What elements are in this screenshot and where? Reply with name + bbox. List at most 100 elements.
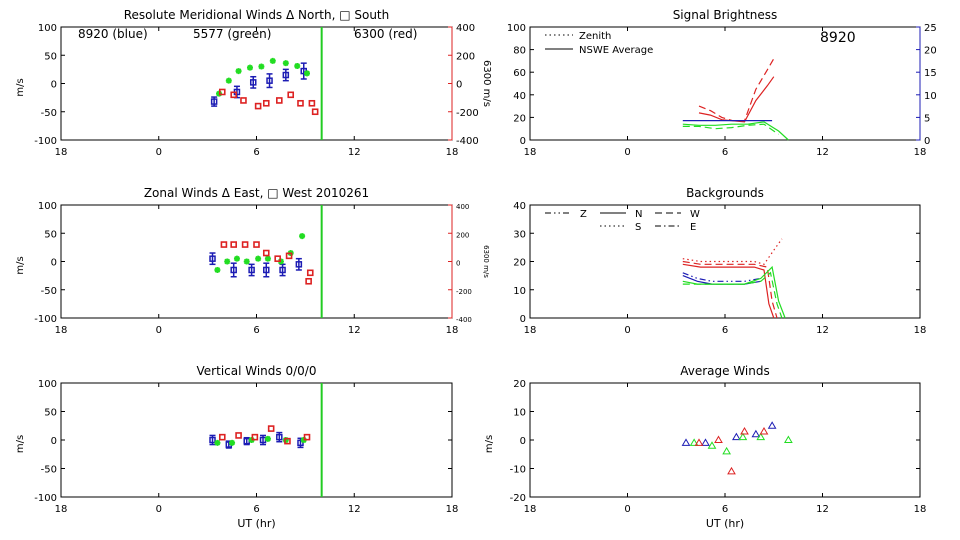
y-tick-label: 100 [507, 23, 526, 34]
data-point [262, 249, 270, 257]
x-tick-label: 12 [348, 325, 361, 336]
data-point [701, 438, 710, 446]
y-tick-label: 20 [513, 379, 526, 390]
y2-tick-label: 10 [924, 91, 937, 102]
y2-tick-label: 0 [456, 80, 462, 91]
annotation-label: 8920 [820, 30, 856, 46]
x-tick-label: 0 [156, 325, 162, 336]
series-line [682, 263, 775, 319]
data-point [740, 426, 749, 435]
data-point [262, 99, 270, 107]
x-tick-label: 18 [446, 325, 459, 336]
data-point [689, 438, 699, 446]
data-point [299, 233, 306, 240]
chart-title: Zonal Winds Δ East, □ West 2010261 [144, 186, 369, 200]
x-tick-label: 18 [55, 504, 68, 515]
data-point [209, 436, 216, 444]
x-tick-label: 0 [624, 504, 630, 515]
chart-panel-2: Zonal Winds Δ East, □ West 2010261 18 0 6 12… [15, 186, 490, 336]
x-tick-label: 18 [914, 147, 927, 158]
data-point [727, 466, 736, 475]
data-point [266, 77, 273, 84]
y2-tick-label: 15 [924, 68, 937, 79]
chart-panel-3: Vertical Winds 0/0/0 18 0 6 12 18 100 50 0 -50 -10… [15, 364, 458, 530]
data-point [253, 241, 260, 248]
series-2 [216, 57, 311, 97]
y2-tick-label: -400 [456, 136, 479, 147]
data-point [209, 255, 216, 262]
data-point [230, 266, 237, 274]
x-tick-label: 0 [624, 147, 630, 158]
legend-label: Z [580, 209, 587, 220]
series-2 [682, 263, 775, 319]
y2-tick-label: -400 [456, 316, 472, 324]
series-1 [210, 62, 307, 107]
data-point [235, 432, 242, 439]
y-tick-label: -50 [41, 286, 57, 297]
data-point [249, 79, 257, 86]
data-point [225, 77, 232, 84]
data-point [722, 446, 731, 455]
series-line [682, 272, 761, 282]
legend-label: S [635, 222, 641, 233]
plot-frame [60, 204, 453, 319]
x-tick-label: 6 [722, 504, 728, 515]
x-tick-label: 18 [55, 147, 68, 158]
data-point [274, 255, 281, 262]
series-7 [682, 271, 783, 319]
data-point [282, 437, 289, 443]
data-point [218, 88, 226, 96]
chart-panel-1: Resolute Meridional Winds Δ North, □ Sou… [15, 8, 492, 158]
series-3 [218, 88, 319, 116]
y2-tick-label: 0 [924, 136, 930, 147]
chart-title: Signal Brightness [673, 8, 778, 22]
y-tick-label: -50 [41, 108, 57, 119]
y-tick-label: -100 [34, 314, 57, 325]
series-line [682, 238, 783, 265]
series-6 [682, 265, 786, 319]
legend-label: Zenith [579, 31, 611, 42]
chart-title: Resolute Meridional Winds Δ North, □ Sou… [124, 8, 390, 22]
y-tick-label: 10 [513, 408, 526, 419]
y2-tick-label: 200 [456, 51, 475, 62]
series-line [682, 260, 778, 319]
legend: Zenith NSWE Average [545, 31, 653, 56]
y-tick-label: -100 [34, 493, 57, 504]
data-point [282, 71, 290, 79]
data-point [230, 91, 237, 99]
series-3 [220, 241, 314, 285]
data-point [284, 437, 291, 445]
data-point [210, 98, 218, 105]
chart-panel-6: Average Winds 18 0 6 12 18 20 10 0 -10 -20 m/s UT (h… [484, 364, 926, 530]
annotation-label: 5577 (green) [193, 27, 271, 41]
y2-tick-label: -200 [456, 108, 479, 119]
data-point [218, 433, 226, 441]
data-point [306, 269, 314, 277]
data-point [756, 432, 766, 441]
data-point [714, 435, 723, 443]
series-1 [209, 252, 303, 278]
data-point [264, 255, 271, 262]
series-5 [682, 272, 761, 282]
x-tick-label: 12 [348, 504, 361, 515]
y-tick-label: -50 [41, 465, 57, 476]
data-point [235, 68, 242, 75]
chart-title: Vertical Winds 0/0/0 [197, 364, 317, 378]
data-point [230, 241, 237, 248]
y2-tick-label: 0 [456, 260, 460, 268]
y-tick-label: 40 [513, 201, 526, 212]
y-axis-label: m/s [15, 256, 26, 274]
data-point [759, 426, 769, 435]
data-point [243, 258, 250, 265]
y2-tick-label: 200 [456, 231, 469, 239]
data-point [246, 64, 253, 71]
y2-axis-label: 6300 m/s [481, 60, 492, 107]
y-tick-label: 50 [44, 229, 57, 240]
y-tick-label: 20 [513, 258, 526, 269]
data-point [229, 439, 236, 446]
x-tick-label: 6 [253, 325, 259, 336]
annotation-label: 8920 (blue) [78, 27, 148, 41]
series-line [682, 265, 786, 319]
data-point [297, 99, 304, 107]
data-point [254, 102, 262, 110]
